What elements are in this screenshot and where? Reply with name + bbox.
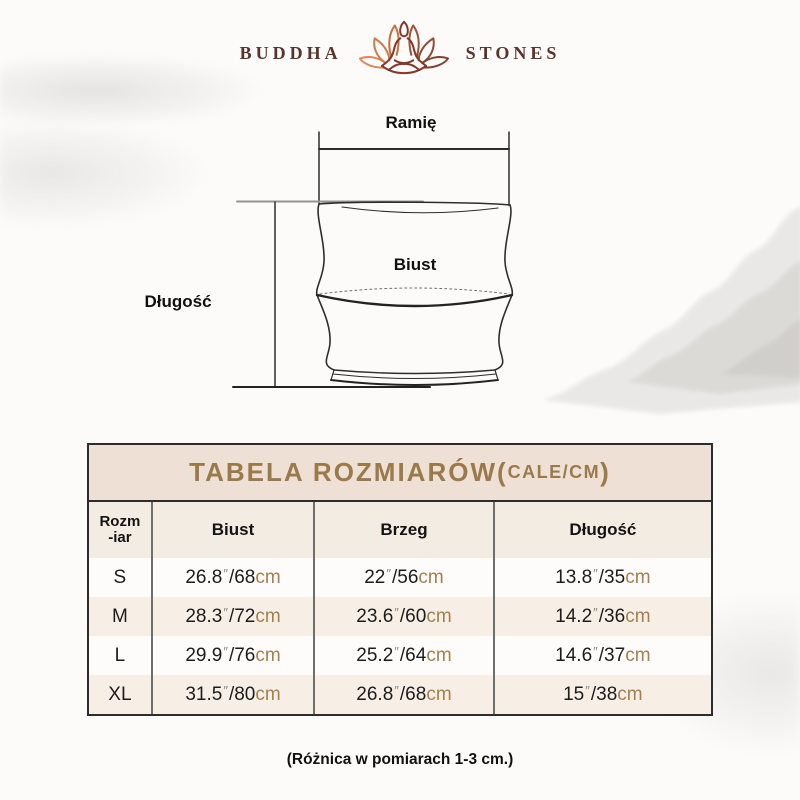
lotus-meditation-icon [358, 20, 449, 75]
brand-word-right: STONES [465, 42, 561, 63]
measurement-value: 29.9 ″/76 cm [150, 636, 313, 675]
measurement-value: 26.8 ″/68 cm [313, 675, 492, 714]
measurement-value: 26.8 ″/68 cm [150, 558, 313, 597]
measurement-value: 15 ″/38 cm [492, 675, 711, 714]
size-table-title-text: TABELA ROZMIARÓW( [189, 457, 508, 487]
size-table-header-row: Rozm -iar Biust Brzeg Długość [89, 502, 711, 558]
size-table-title-close: ) [600, 457, 611, 487]
column-header-length: Długość [492, 502, 711, 558]
size-label: M [111, 605, 128, 627]
measurement-value: 28.3 ″/72 cm [150, 597, 313, 636]
size-row-M: M 28.3 ″/72 cm 23.6 ″/60 cm 14.2 ″/36 cm [89, 597, 711, 636]
column-header-hem: Brzeg [313, 502, 492, 558]
size-row-S: S 26.8 ″/68 cm 22 ″/56 cm 13.8 ″/35 cm [89, 558, 711, 597]
length-measure-label: Długość [144, 292, 212, 311]
tolerance-note: (Różnica w pomiarach 1-3 cm.) [286, 751, 514, 768]
size-table-body: S 26.8 ″/68 cm 22 ″/56 cm 13.8 ″/35 cm M 28.3 ″/72 cm… [89, 558, 711, 714]
measurement-value: 22 ″/56 cm [313, 558, 492, 597]
size-table-title: TABELA ROZMIARÓW(CALE/CM) [89, 445, 711, 502]
size-label: S [113, 566, 127, 588]
measurement-value: 13.8 ″/35 cm [492, 558, 711, 597]
shoulder-measure-label: Ramię [385, 113, 437, 132]
brand-header: BUDDHA STONES [0, 18, 800, 88]
column-header-size: Rozm -iar [99, 513, 141, 546]
garment-sketch [232, 131, 514, 388]
measurement-value: 14.6 ″/37 cm [492, 636, 711, 675]
bust-measure-label: Biust [393, 255, 437, 274]
size-row-XL: XL 31.5 ″/80 cm 26.8 ″/68 cm 15 ″/38 cm [89, 675, 711, 714]
size-table-title-unit: CALE/CM [507, 462, 601, 482]
measurement-value: 25.2 ″/64 cm [313, 636, 492, 675]
brand-word-left: BUDDHA [239, 42, 342, 63]
measurement-value: 23.6 ″/60 cm [313, 597, 492, 636]
size-label: XL [108, 683, 132, 705]
size-table: TABELA ROZMIARÓW(CALE/CM) Rozm -iar Bius… [87, 443, 713, 716]
size-row-L: L 29.9 ″/76 cm 25.2 ″/64 cm 14.6 ″/37 cm [89, 636, 711, 675]
column-header-bust: Biust [150, 502, 313, 558]
measurement-value: 14.2 ″/36 cm [492, 597, 711, 636]
measurement-value: 31.5 ″/80 cm [150, 675, 313, 714]
size-label: L [114, 644, 126, 666]
